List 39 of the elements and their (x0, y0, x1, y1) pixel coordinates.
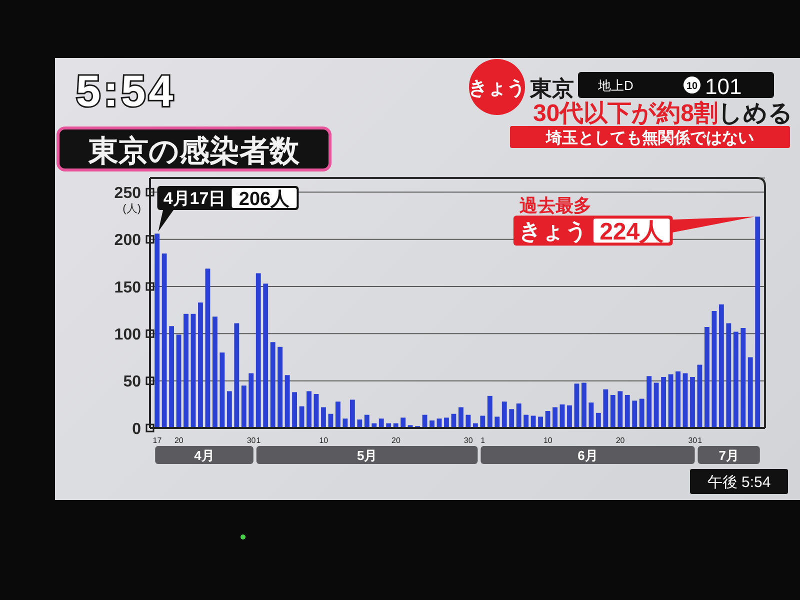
x-tick-label: 1 (698, 436, 703, 445)
x-tick-label: 1 (256, 436, 262, 445)
x-tick-label: 30 (246, 436, 256, 445)
text: 地上D (597, 78, 634, 93)
y-axis-title: (人) (122, 203, 141, 215)
annotation: 206人 (238, 189, 291, 210)
x-tick-label: 10 (319, 436, 329, 445)
annotation: 4月17日 (163, 189, 226, 208)
x-tick-label: 17 (152, 436, 162, 445)
text: 4月 (194, 448, 214, 463)
y-tick-label: 150 (114, 279, 142, 296)
text: 午後 5:54 (707, 474, 771, 491)
text: きょう (468, 78, 526, 99)
text: しめる (718, 100, 793, 127)
text: 7月 (718, 448, 739, 463)
y-tick-label: 200 (114, 232, 142, 250)
text: 埼玉としても無関係ではない (545, 129, 754, 147)
y-tick-label: 0 (132, 420, 142, 438)
text: 10 (686, 81, 698, 92)
y-tick-label: 50 (123, 374, 142, 391)
x-tick-label: 20 (174, 436, 184, 445)
y-tick-label: 100 (114, 326, 142, 344)
annotation: 224人 (600, 218, 665, 246)
x-tick-label: 20 (616, 436, 626, 445)
x-tick-label: 10 (543, 436, 553, 445)
annotation: 過去最多 (518, 196, 592, 216)
text: 東京 (529, 76, 574, 101)
text: 30代以下が約8割 (532, 100, 718, 127)
x-tick-label: 1 (480, 436, 486, 445)
x-tick-label: 20 (392, 436, 401, 445)
y-tick-label: 250 (114, 184, 142, 202)
text: 101 (705, 74, 742, 99)
text: 6月 (578, 448, 598, 463)
chart-title: 東京の感染者数 (88, 134, 300, 168)
text: 5月 (356, 448, 378, 463)
x-tick-label: 30 (464, 436, 474, 445)
x-tick-label: 30 (688, 436, 698, 445)
text: 5:54 (76, 67, 176, 116)
annotation: きょう (518, 218, 588, 244)
